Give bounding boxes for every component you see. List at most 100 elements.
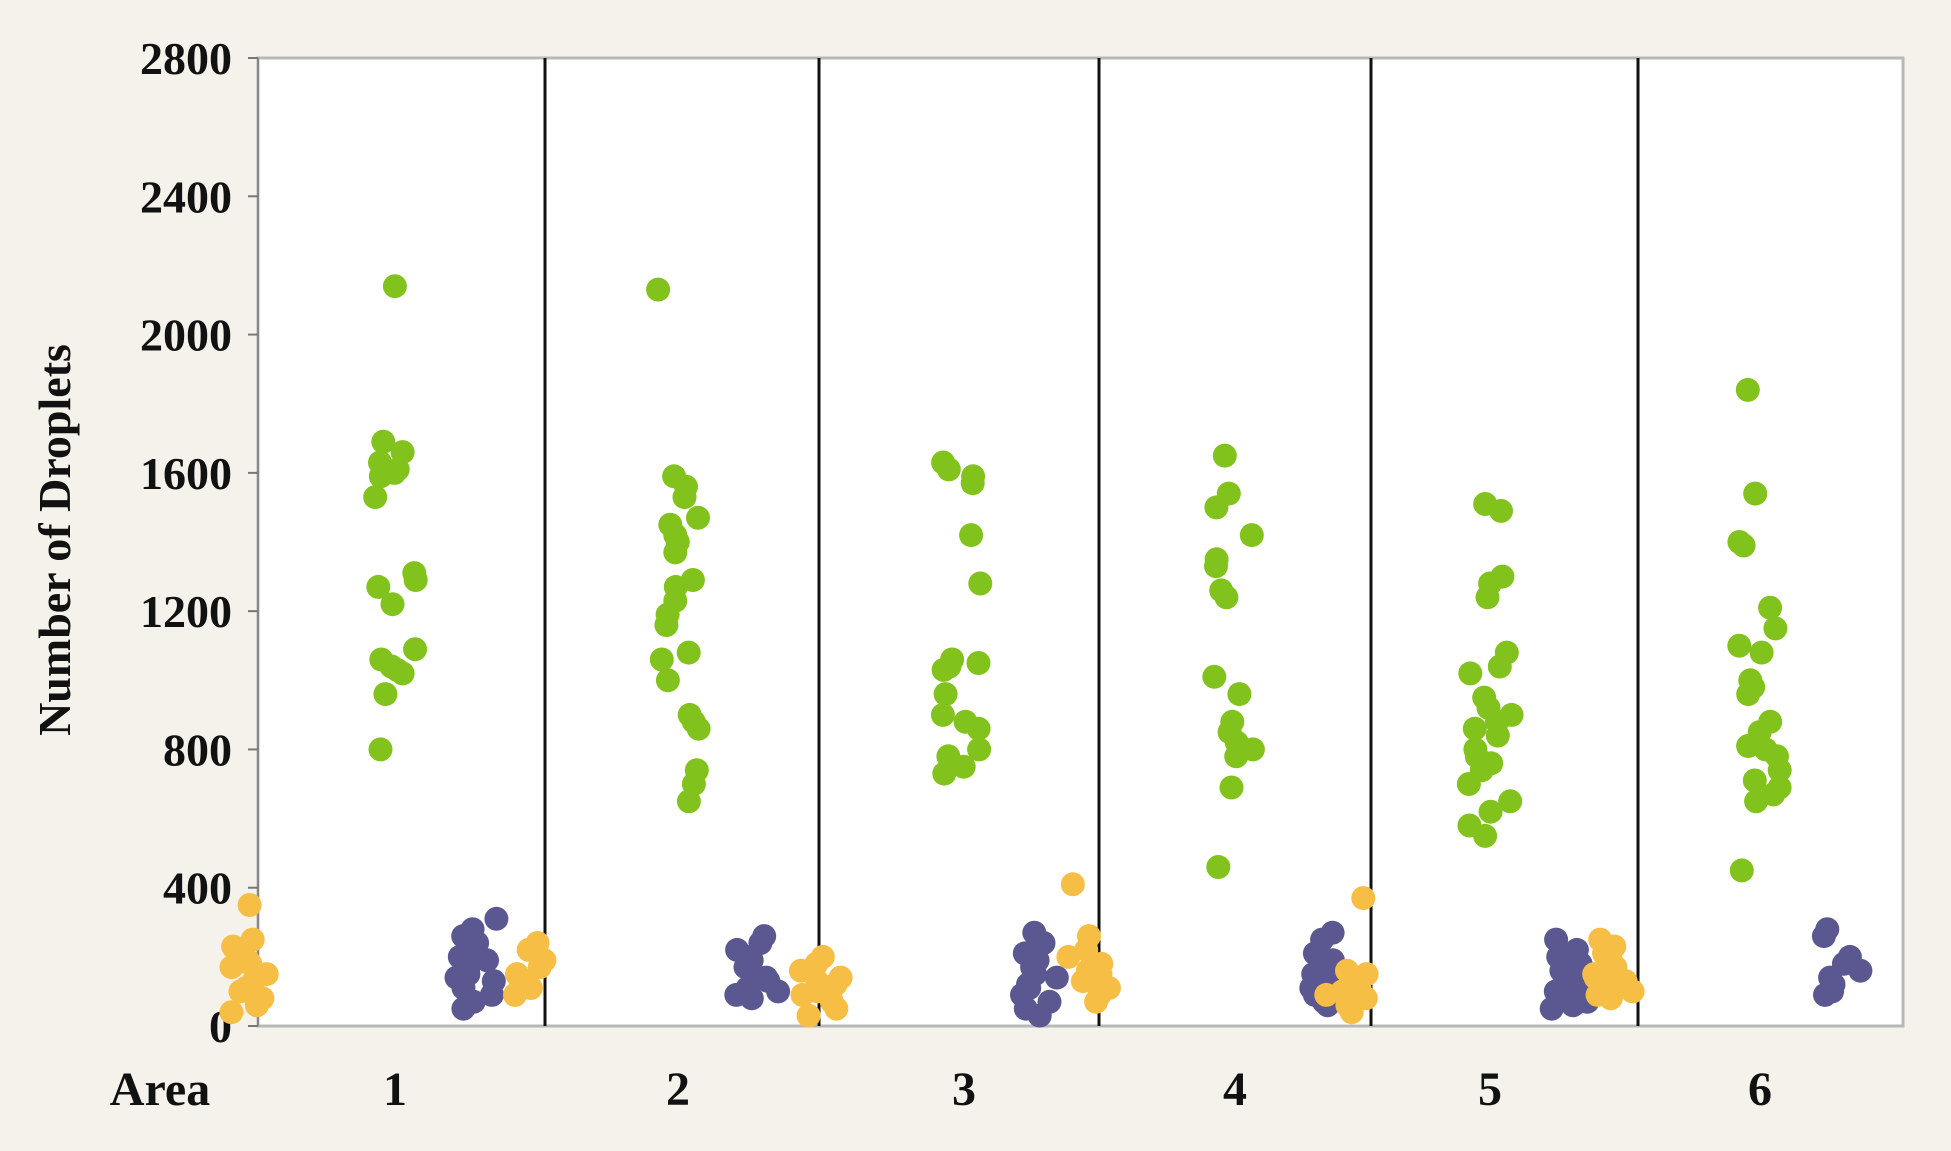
- data-point-left: [219, 955, 244, 980]
- data-point-left: [1314, 982, 1339, 1007]
- data-point-left: [1070, 969, 1095, 994]
- data-point-middle: [968, 571, 993, 596]
- data-point-right: [1044, 965, 1069, 990]
- data-point-middle: [663, 540, 688, 565]
- data-point-middle: [1749, 640, 1774, 665]
- data-point-middle: [1219, 775, 1244, 800]
- data-point-left: [228, 979, 253, 1004]
- plot-background: [256, 56, 1905, 1028]
- data-point-middle: [1487, 654, 1512, 679]
- y-tick-label: 2000: [140, 310, 232, 361]
- data-point-middle: [649, 647, 674, 672]
- data-point-right: [1811, 924, 1836, 949]
- data-point-middle: [1736, 682, 1761, 707]
- data-point-left: [1620, 979, 1645, 1004]
- x-tick-label: 5: [1478, 1063, 1502, 1116]
- data-point-middle: [1206, 855, 1231, 879]
- data-point-middle: [1744, 789, 1769, 814]
- data-point-middle: [1204, 495, 1229, 520]
- data-point-left: [237, 893, 262, 917]
- data-point-right: [1561, 993, 1585, 1018]
- data-point-left: [1084, 989, 1109, 1014]
- data-point-middle: [1214, 585, 1239, 610]
- data-point-right: [739, 986, 764, 1011]
- data-point-right: [479, 982, 504, 1007]
- data-point-right: [1848, 958, 1873, 983]
- data-point-middle: [967, 737, 992, 762]
- data-point-middle: [1227, 682, 1252, 707]
- data-point-middle: [1489, 498, 1513, 523]
- x-tick-label: 3: [952, 1063, 976, 1116]
- data-point-left: [824, 996, 849, 1021]
- data-point-middle: [1473, 823, 1498, 848]
- data-point-middle: [1729, 858, 1754, 883]
- data-point-middle: [366, 574, 391, 599]
- data-point-middle: [368, 464, 393, 489]
- data-point-middle: [654, 613, 679, 637]
- data-point-middle: [932, 761, 957, 786]
- data-point-left: [1598, 986, 1623, 1011]
- data-point-middle: [1462, 716, 1487, 741]
- data-point-left: [790, 982, 815, 1007]
- data-point-left: [1339, 1000, 1364, 1025]
- data-point-middle: [672, 485, 697, 510]
- data-point-left: [244, 993, 269, 1018]
- data-point-middle: [1498, 789, 1523, 814]
- data-point-middle: [933, 682, 958, 707]
- data-point-middle: [676, 640, 701, 665]
- data-point-left: [1351, 886, 1376, 911]
- data-point-middle: [676, 789, 701, 814]
- data-point-middle: [1475, 585, 1500, 610]
- data-point-middle: [1727, 633, 1752, 658]
- data-point-middle: [1202, 664, 1227, 689]
- data-point-middle: [646, 277, 671, 302]
- y-tick-label: 1600: [140, 448, 232, 499]
- data-point-middle: [960, 471, 985, 496]
- data-point-middle: [1763, 616, 1788, 641]
- data-point-middle: [1458, 661, 1483, 686]
- y-tick-label: 800: [163, 724, 232, 775]
- data-point-middle: [959, 523, 984, 548]
- data-point-right: [1027, 1003, 1052, 1028]
- data-point-middle: [1767, 758, 1792, 783]
- data-points: [219, 274, 1873, 1028]
- x-axis-label: Area: [110, 1063, 210, 1116]
- data-point-middle: [1478, 799, 1503, 824]
- data-point-left: [796, 1003, 821, 1028]
- data-point-right: [766, 979, 791, 1004]
- data-point-middle: [1731, 533, 1756, 558]
- data-point-middle: [931, 657, 956, 682]
- data-point-middle: [403, 568, 428, 592]
- x-tick-label: 1: [383, 1063, 407, 1116]
- x-tick-label: 4: [1223, 1063, 1247, 1116]
- data-point-middle: [403, 637, 428, 662]
- data-point-middle: [1239, 523, 1264, 548]
- area-dividers: [543, 58, 1640, 1026]
- data-point-middle: [1735, 377, 1760, 402]
- data-point-middle: [966, 651, 991, 675]
- data-point-middle: [1758, 595, 1783, 620]
- data-point-middle: [951, 754, 976, 779]
- y-tick-label: 2400: [140, 171, 232, 222]
- data-point-middle: [936, 457, 961, 482]
- data-point-left: [527, 955, 552, 980]
- y-axis-label: Number of Droplets: [29, 344, 80, 736]
- data-point-left: [219, 1000, 244, 1025]
- x-tick-label: 6: [1748, 1063, 1772, 1116]
- data-point-middle: [930, 702, 955, 727]
- data-point-middle: [373, 682, 398, 707]
- data-point-middle: [368, 737, 393, 762]
- data-point-left: [503, 982, 527, 1007]
- data-point-right: [1539, 996, 1564, 1021]
- data-point-middle: [1212, 443, 1237, 468]
- x-tick-label: 2: [666, 1063, 690, 1116]
- data-point-middle: [1743, 481, 1768, 506]
- data-point-right: [484, 906, 509, 931]
- data-point-middle: [1742, 768, 1767, 793]
- data-point-right: [475, 948, 499, 973]
- data-point-left: [1060, 872, 1085, 897]
- data-point-middle: [371, 429, 396, 454]
